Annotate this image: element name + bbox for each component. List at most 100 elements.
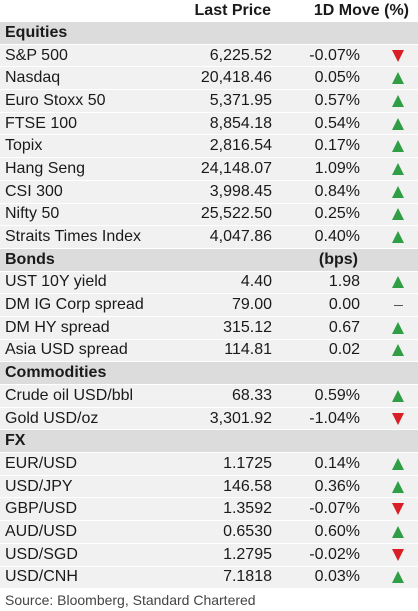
daily-move: -1.04% — [309, 409, 360, 427]
daily-move: -0.02% — [309, 545, 360, 563]
last-price: 20,418.46 — [200, 69, 272, 87]
section-header: Commodities — [0, 362, 418, 385]
triangle-up-icon — [391, 321, 405, 335]
last-price: 4.40 — [240, 273, 272, 291]
triangle-up-icon — [391, 570, 405, 584]
daily-move: 0.57% — [314, 91, 360, 109]
section-title: Equities — [5, 23, 68, 41]
triangle-up-icon — [391, 162, 405, 176]
last-price: 1.1725 — [223, 454, 272, 472]
table-row: S&P 500 6,225.52 -0.07% — [0, 44, 418, 68]
table-row: DM HY spread 315.12 0.67 — [0, 316, 418, 340]
instrument-name: S&P 500 — [5, 46, 68, 64]
triangle-up-icon — [391, 457, 405, 471]
section-header: Bonds (bps) — [0, 248, 418, 272]
last-price: 146.58 — [223, 477, 272, 495]
last-price: 2,816.54 — [209, 137, 272, 155]
table-row: USD/JPY 146.58 0.36% — [0, 475, 418, 499]
daily-move: 0.36% — [314, 477, 360, 495]
daily-move: 0.40% — [314, 228, 360, 246]
table-row: Nifty 50 25,522.50 0.25% — [0, 203, 418, 227]
triangle-up-icon — [392, 72, 404, 85]
instrument-name: Nifty 50 — [5, 205, 60, 223]
section-title: Commodities — [5, 364, 107, 382]
instrument-name: Euro Stoxx 50 — [5, 91, 106, 109]
daily-move: 0.02 — [328, 341, 360, 359]
triangle-up-icon — [391, 139, 405, 153]
triangle-up-icon — [392, 389, 404, 402]
triangle-up-icon — [392, 117, 404, 130]
table-row: Euro Stoxx 50 5,371.95 0.57% — [0, 90, 418, 113]
instrument-name: USD/JPY — [5, 477, 73, 495]
dash-icon — [393, 304, 403, 306]
table-row: USD/SGD 1.2795 -0.02% — [0, 543, 418, 567]
last-price: 79.00 — [231, 296, 272, 314]
source-note: Source: Bloomberg, Standard Chartered — [5, 592, 256, 609]
table-body: Equities S&P 500 6,225.52 -0.07% Nasdaq 20,41… — [0, 22, 418, 590]
triangle-up-icon — [391, 117, 405, 131]
instrument-name: USD/CNH — [5, 568, 78, 586]
table-row: AUD/USD 0.6530 0.60% — [0, 521, 418, 544]
table-row: USD/CNH 7.1818 0.03% — [0, 566, 418, 590]
triangle-down-icon — [391, 412, 405, 426]
daily-move: 1.09% — [314, 159, 360, 177]
table-row: Gold USD/oz 3,301.92 -1.04% — [0, 407, 418, 431]
daily-move: 0.03% — [314, 568, 360, 586]
section-header: Equities — [0, 22, 418, 45]
instrument-name: USD/SGD — [5, 545, 78, 563]
triangle-up-icon — [391, 94, 405, 108]
last-price: 1.2795 — [223, 545, 272, 563]
daily-move: 0.59% — [314, 386, 360, 404]
table-header: Last Price 1D Move (%) — [0, 0, 418, 22]
instrument-name: FTSE 100 — [5, 114, 78, 132]
instrument-name: Asia USD spread — [5, 341, 128, 359]
daily-move-header: 1D Move (%) — [313, 1, 409, 19]
daily-move: 0.84% — [314, 182, 360, 200]
triangle-up-icon — [392, 344, 404, 357]
triangle-up-icon — [392, 162, 404, 175]
daily-move: 0.60% — [314, 522, 360, 540]
table-row: Nasdaq 20,418.46 0.05% — [0, 67, 418, 91]
triangle-up-icon — [392, 231, 404, 244]
section-title: FX — [5, 432, 26, 450]
last-price: 114.81 — [224, 341, 272, 359]
triangle-down-icon — [392, 548, 404, 561]
daily-move: 0.67 — [328, 318, 360, 336]
last-price: 24,148.07 — [200, 159, 272, 177]
triangle-up-icon — [392, 185, 404, 198]
daily-move: 0.00 — [328, 296, 360, 314]
triangle-down-icon — [391, 502, 405, 516]
daily-move: 0.14% — [314, 454, 360, 472]
last-price: 6,225.52 — [209, 46, 272, 64]
section-title: Bonds — [5, 250, 55, 268]
triangle-down-icon — [391, 548, 405, 562]
section-unit: (bps) — [318, 250, 358, 268]
last-price: 4,047.86 — [209, 228, 272, 246]
section-header: FX — [0, 430, 418, 454]
table-row: Crude oil USD/bbl 68.33 0.59% — [0, 385, 418, 408]
instrument-name: GBP/USD — [5, 500, 78, 518]
instrument-name: Crude oil USD/bbl — [5, 386, 134, 404]
triangle-up-icon — [392, 525, 404, 538]
table-row: CSI 300 3,998.45 0.84% — [0, 180, 418, 204]
triangle-up-icon — [391, 480, 405, 494]
triangle-up-icon — [392, 457, 404, 470]
table-row: FTSE 100 8,854.18 0.54% — [0, 112, 418, 136]
instrument-name: Gold USD/oz — [5, 409, 99, 427]
triangle-up-icon — [392, 94, 404, 107]
triangle-down-icon — [392, 49, 404, 62]
triangle-up-icon — [391, 71, 405, 85]
triangle-down-icon — [392, 412, 404, 425]
triangle-up-icon — [392, 321, 404, 334]
triangle-up-icon — [392, 140, 404, 153]
instrument-name: DM IG Corp spread — [5, 296, 144, 314]
daily-move: 0.54% — [314, 114, 360, 132]
daily-move: 1.98 — [328, 273, 360, 291]
table-row: Hang Seng 24,148.07 1.09% — [0, 158, 418, 181]
market-table: Last Price 1D Move (%) Equities S&P 500 6,… — [0, 0, 418, 590]
table-row: EUR/USD 1.1725 0.14% — [0, 453, 418, 476]
instrument-name: Topix — [5, 137, 43, 155]
table-row: Straits Times Index 4,047.86 0.40% — [0, 226, 418, 249]
instrument-name: EUR/USD — [5, 454, 78, 472]
last-price: 3,301.92 — [209, 409, 272, 427]
